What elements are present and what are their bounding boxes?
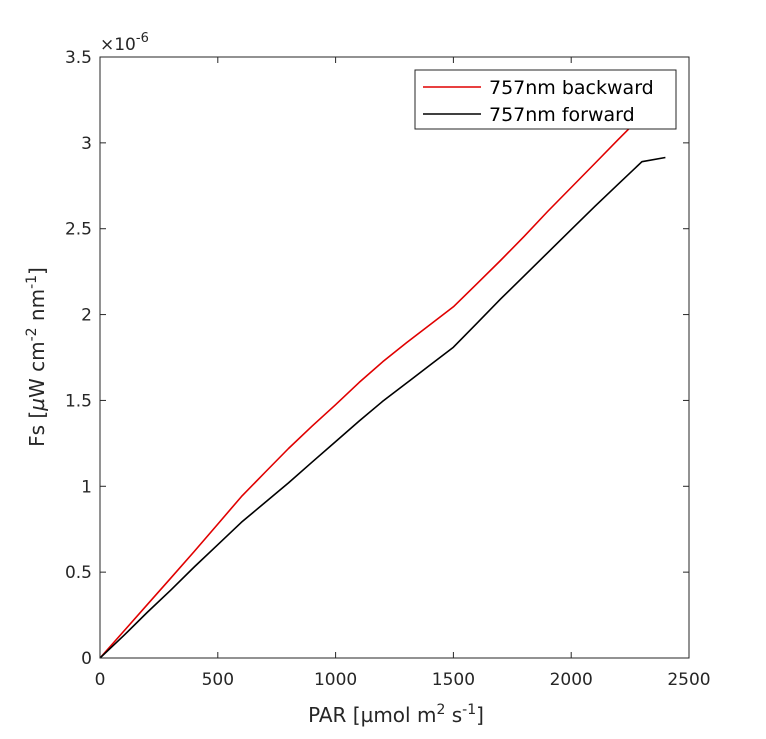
axes: 0 500 1000 1500 2000 2500 0 0.5 1 1.5 2 2.5 3 3.5: [65, 48, 711, 690]
x-axis-label-sup2: -1: [462, 702, 476, 718]
y-tick-label: 3: [81, 134, 92, 154]
y-exponent-power: -6: [136, 31, 149, 46]
x-tick-label: 2500: [667, 670, 710, 690]
x-tick-label: 1500: [432, 670, 475, 690]
y-tick-label: 0: [81, 649, 92, 669]
plot-area: [99, 119, 666, 659]
y-tick-label: 2.5: [65, 220, 92, 240]
series-line-1: [99, 119, 638, 659]
y-axis-label-p3: nm: [25, 289, 49, 328]
y-axis-label-p4: ]: [25, 267, 49, 275]
y-axis-label-p1: Fs [: [25, 411, 49, 447]
y-axis-label-p2: W cm: [25, 341, 49, 398]
y-axis-label-sup1: -2: [24, 327, 40, 341]
x-tick-label: 0: [95, 670, 106, 690]
y-tick-label: 1: [81, 477, 92, 497]
y-tick-label: 0.5: [65, 563, 92, 583]
y-tick-label: 3.5: [65, 48, 92, 68]
legend: 757nm backward 757nm forward: [414, 69, 677, 130]
x-axis-label-main: PAR [µmol m: [308, 703, 436, 727]
x-axis-label: PAR [µmol m2 s-1]: [308, 702, 484, 727]
legend-label-2: 757nm forward: [489, 104, 635, 126]
y-tick-label: 2: [81, 306, 92, 326]
x-tick-label: 1000: [314, 670, 357, 690]
legend-label-1: 757nm backward: [489, 77, 654, 99]
y-axis-label: Fs [µW cm-2 nm-1]: [24, 267, 49, 447]
x-tick-label: 500: [202, 670, 234, 690]
x-axis-label-end: ]: [476, 703, 484, 727]
y-tick-label: 1.5: [65, 391, 92, 411]
y-axis-label-sup2: -1: [24, 275, 40, 289]
x-tick-label: 2000: [550, 670, 593, 690]
x-axis-label-mid: s: [445, 703, 462, 727]
legend-box: [414, 69, 677, 130]
y-exponent-base: ×10: [100, 35, 136, 55]
y-axis-label-mu: µ: [25, 398, 49, 412]
y-exponent-label: ×10-6: [100, 31, 149, 55]
x-axis-label-sup1: 2: [436, 702, 445, 718]
series-line-2: [99, 156, 666, 659]
axes-frame: [99, 56, 690, 659]
